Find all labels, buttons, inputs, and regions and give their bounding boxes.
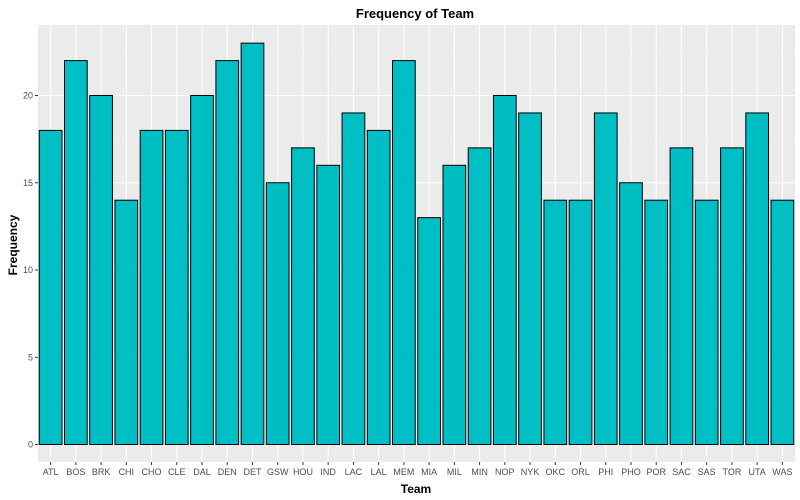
bar-det (240, 42, 265, 446)
x-tick-label: SAC (672, 467, 691, 477)
x-tick-label: PHO (621, 467, 641, 477)
x-tick-label: OKC (546, 467, 566, 477)
y-tick-label: 15 (23, 178, 33, 188)
x-tick-label: MIA (421, 467, 437, 477)
x-tick-label: SAS (698, 467, 716, 477)
bar-brk (89, 95, 113, 445)
y-tick-label: 10 (23, 265, 33, 275)
bar-hou (291, 147, 315, 445)
bar-mil (442, 164, 467, 446)
bar-dal (190, 95, 214, 445)
x-tick-label: CHI (119, 467, 135, 477)
x-tick-label: CHO (142, 467, 162, 477)
bar-ind (316, 164, 341, 446)
bar-bos (63, 60, 88, 445)
plot-panel (38, 25, 795, 462)
x-tick-label: LAL (371, 467, 387, 477)
bar-nyk (518, 112, 542, 445)
bar-phi (593, 112, 618, 445)
x-tick-label: POR (646, 467, 666, 477)
x-tick-label: NOP (495, 467, 515, 477)
bar-chi (114, 199, 139, 445)
bar-orl (568, 199, 593, 445)
bar-lac (341, 112, 366, 445)
bar-sac (669, 147, 694, 445)
x-tick-label: DAL (193, 467, 211, 477)
bars (38, 42, 795, 446)
bar-gsw (265, 182, 290, 445)
bar-was (770, 199, 795, 445)
x-tick-label: BOS (66, 467, 85, 477)
y-tick-label: 5 (28, 352, 33, 362)
bar-cle (164, 129, 189, 445)
bar-sas (694, 199, 719, 445)
bar-den (215, 60, 240, 445)
bar-por (644, 199, 669, 445)
x-tick-label: GSW (267, 467, 289, 477)
bar-tor (720, 147, 744, 445)
x-tick-label: HOU (293, 467, 313, 477)
bar-atl (38, 129, 63, 445)
y-tick-label: 0 (28, 440, 33, 450)
x-tick-label: ORL (571, 467, 590, 477)
x-tick-label: UTA (748, 467, 765, 477)
x-tick-label: MIN (471, 467, 488, 477)
x-tick-label: IND (320, 467, 336, 477)
x-tick-label: DET (243, 467, 262, 477)
y-axis-title: Frequency (6, 214, 20, 275)
x-axis: ATL BOS BRK CHI CHO CLE DAL DEN DET GSW HOU IND LAC L… (43, 462, 792, 477)
x-tick-label: NYK (521, 467, 540, 477)
x-tick-label: ATL (43, 467, 59, 477)
x-tick-label: WAS (772, 467, 792, 477)
bar-pho (619, 182, 643, 445)
bar-uta (745, 112, 770, 445)
bar-min (467, 147, 492, 445)
bar-cho (139, 129, 164, 445)
x-tick-label: CLE (168, 467, 186, 477)
y-axis: 0 5 10 15 20 (23, 91, 38, 450)
x-tick-label: MEM (393, 467, 414, 477)
y-tick-label: 20 (23, 91, 33, 101)
x-tick-label: DEN (218, 467, 237, 477)
chart-title: Frequency of Team (356, 6, 474, 21)
bar-okc (543, 199, 568, 445)
x-tick-label: BRK (92, 467, 111, 477)
bar-lal (366, 129, 391, 445)
bar-mia (417, 217, 441, 445)
x-tick-label: LAC (345, 467, 363, 477)
bar-nop (492, 95, 517, 445)
x-tick-label: TOR (722, 467, 741, 477)
bar-mem (392, 60, 416, 445)
x-tick-label: MIL (447, 467, 462, 477)
x-axis-title: Team (401, 482, 431, 496)
x-tick-label: PHI (598, 467, 613, 477)
